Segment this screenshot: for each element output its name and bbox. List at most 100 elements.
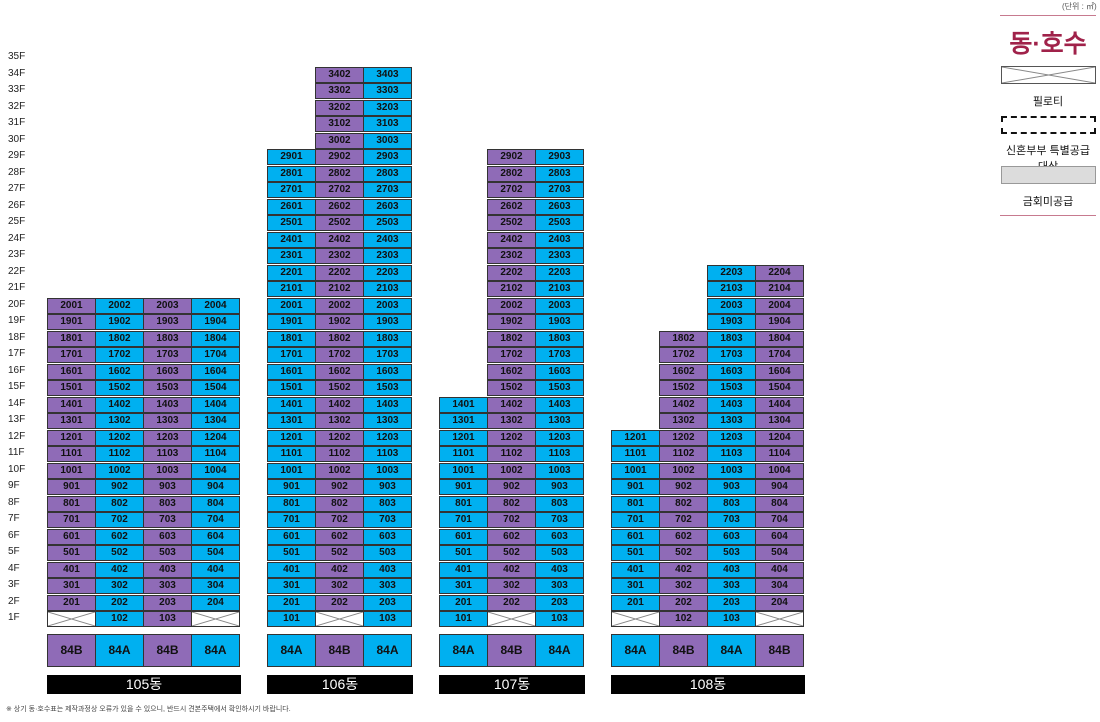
floor-label: 2F xyxy=(8,595,20,607)
unit-cell: 703 xyxy=(143,512,192,528)
unit-cell: 602 xyxy=(95,528,144,545)
unit-cell: 1403 xyxy=(143,396,192,413)
unit-cell: 1204 xyxy=(755,429,804,446)
pilotis-cell xyxy=(47,611,96,627)
unit-cell: 501 xyxy=(47,545,96,561)
unit-cell: 402 xyxy=(659,561,708,578)
unit-cell: 1701 xyxy=(47,347,96,363)
unit-cell: 2903 xyxy=(535,149,584,165)
unit-cell: 401 xyxy=(47,561,96,578)
unit-cell: 1701 xyxy=(267,347,316,363)
floor-label: 16F xyxy=(8,364,26,376)
unit-cell: 1501 xyxy=(47,380,96,396)
unit-cell: 2102 xyxy=(487,281,536,297)
unit-cell: 1003 xyxy=(535,462,584,479)
unit-cell: 1404 xyxy=(191,396,240,413)
unit-cell: 1604 xyxy=(755,363,804,380)
footnote: ※ 상기 동·호수표는 제작과정상 오류가 있을 수 있으니, 반드시 견본주택… xyxy=(6,706,291,713)
unit-cell: 902 xyxy=(315,479,364,495)
legend-title: 동·호수 xyxy=(1009,30,1087,58)
floor-label: 22F xyxy=(8,265,26,277)
unit-cell: 2303 xyxy=(363,248,412,264)
unit-cell: 901 xyxy=(611,479,660,495)
unit-cell: 3103 xyxy=(363,116,412,132)
floor-label: 5F xyxy=(8,546,20,557)
unit-cell: 101 xyxy=(267,611,316,627)
floor-label: 15F xyxy=(8,381,26,392)
unit-cell: 1803 xyxy=(535,330,584,347)
unit-cell: 2303 xyxy=(535,248,584,264)
unit-cell: 1301 xyxy=(47,413,96,429)
legend-bottom-divider xyxy=(1000,215,1096,216)
unit-cell: 2503 xyxy=(363,215,412,231)
unit-cell: 2901 xyxy=(267,149,316,165)
pilotis-cell xyxy=(611,611,660,627)
unit-cell: 1703 xyxy=(143,347,192,363)
unit-cell: 1303 xyxy=(707,413,756,429)
unit-cell: 1302 xyxy=(315,413,364,429)
unit-cell: 601 xyxy=(267,528,316,545)
unit-cell: 502 xyxy=(315,545,364,561)
unit-cell: 1304 xyxy=(191,413,240,429)
unit-cell: 103 xyxy=(143,611,192,627)
floor-label: 34F xyxy=(8,67,26,79)
unit-cell: 401 xyxy=(267,561,316,578)
unit-cell: 1603 xyxy=(707,363,756,380)
unit-cell: 2104 xyxy=(755,281,804,297)
unit-cell: 1702 xyxy=(659,347,708,363)
floor-label: 32F xyxy=(8,100,26,112)
unit-cell: 702 xyxy=(659,512,708,528)
unit-cell: 201 xyxy=(47,594,96,611)
unit-cell: 204 xyxy=(191,594,240,611)
unit-cell: 201 xyxy=(439,594,488,611)
unit-cell: 601 xyxy=(439,528,488,545)
unit-cell: 2003 xyxy=(143,297,192,314)
unit-type-label: 84B xyxy=(143,634,192,667)
unit-cell: 2501 xyxy=(267,215,316,231)
unit-cell: 103 xyxy=(707,611,756,627)
unit-cell: 1102 xyxy=(487,446,536,462)
unit-cell: 603 xyxy=(707,528,756,545)
unit-cell: 304 xyxy=(191,578,240,594)
unit-cell: 2103 xyxy=(535,281,584,297)
unit-cell: 1101 xyxy=(47,446,96,462)
unit-type-label: 84A xyxy=(439,634,488,667)
unit-cell: 1202 xyxy=(95,429,144,446)
pilotis-cell xyxy=(755,611,804,627)
unit-cell: 1002 xyxy=(95,462,144,479)
unit-cell: 302 xyxy=(95,578,144,594)
unit-cell: 601 xyxy=(611,528,660,545)
legend-pilotis-label: 필로티 xyxy=(1032,96,1064,108)
unit-cell: 1101 xyxy=(611,446,660,462)
unit-cell: 1603 xyxy=(363,363,412,380)
unit-cell: 1004 xyxy=(191,462,240,479)
unit-cell: 1001 xyxy=(47,462,96,479)
unit-cell: 1502 xyxy=(659,380,708,396)
floor-label: 27F xyxy=(8,183,26,194)
unit-type-label: 84B xyxy=(47,634,96,667)
pilotis-cross-icon xyxy=(316,612,363,626)
unit-cell: 1201 xyxy=(267,429,316,446)
unit-cell: 1203 xyxy=(707,429,756,446)
unit-cell: 2703 xyxy=(363,182,412,198)
unit-cell: 303 xyxy=(363,578,412,594)
unit-cell: 2203 xyxy=(363,264,412,281)
unit-cell: 303 xyxy=(535,578,584,594)
unit-cell: 604 xyxy=(755,528,804,545)
unit-cell: 2903 xyxy=(363,149,412,165)
unit-cell: 1403 xyxy=(535,396,584,413)
unit-cell: 403 xyxy=(535,561,584,578)
unit-cell: 2402 xyxy=(487,231,536,248)
unit-cell: 1201 xyxy=(47,429,96,446)
unit-cell: 103 xyxy=(363,611,412,627)
unit-cell: 1703 xyxy=(535,347,584,363)
unit-cell: 1103 xyxy=(363,446,412,462)
unit-cell: 1002 xyxy=(315,462,364,479)
unit-cell: 1504 xyxy=(755,380,804,396)
unit-cell: 902 xyxy=(659,479,708,495)
unit-cell: 3002 xyxy=(315,132,364,149)
pilotis-cross-icon xyxy=(612,612,659,626)
unit-cell: 703 xyxy=(707,512,756,528)
unit-cell: 402 xyxy=(315,561,364,578)
unit-cell: 3202 xyxy=(315,99,364,116)
